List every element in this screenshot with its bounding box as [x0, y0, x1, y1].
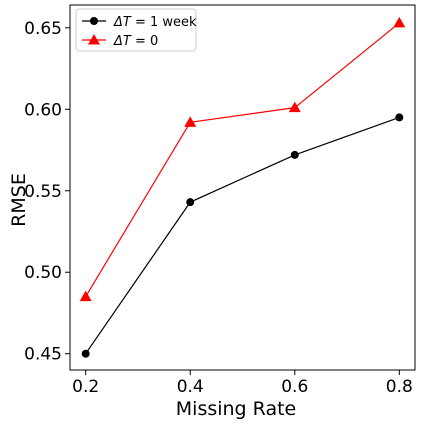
x-tick-label: 0.2: [72, 377, 99, 397]
legend-entry: ΔT = 1 week: [82, 15, 197, 30]
data-point: [393, 16, 406, 28]
data-point: [288, 101, 301, 113]
plot-area: [79, 16, 406, 358]
legend-entry: ΔT = 0: [82, 34, 158, 49]
legend-label-value: = 0: [131, 34, 158, 49]
y-axis-label: RMSE: [8, 173, 30, 227]
x-tick-label: 0.4: [177, 377, 204, 397]
data-point: [184, 116, 197, 127]
y-tick-label: 0.45: [24, 345, 62, 365]
y-tick-label: 0.55: [24, 182, 62, 202]
y-tick-label: 0.50: [24, 263, 62, 283]
x-tick-label: 0.6: [281, 377, 308, 397]
y-tick-label: 0.60: [24, 100, 62, 120]
data-point: [395, 113, 404, 122]
legend-marker: [90, 17, 98, 25]
y-tick-label: 0.65: [24, 19, 62, 39]
legend-label: ΔT = 0: [113, 34, 158, 49]
data-point: [290, 150, 299, 159]
data-point: [186, 198, 195, 207]
legend-label-symbol: ΔT: [113, 34, 132, 49]
legend-marker: [88, 34, 100, 45]
legend-label-symbol: ΔT: [113, 15, 132, 30]
data-point: [79, 290, 92, 302]
series-0: [81, 113, 404, 358]
x-tick-label: 0.8: [386, 377, 413, 397]
series-line: [85, 116, 400, 355]
axes: 0.2 0.4 0.6 0.8 0.45 0.50 0.55 0.60 0.65: [24, 4, 416, 397]
series-line: [85, 22, 400, 297]
data-point: [81, 349, 90, 358]
legend-label: ΔT = 1 week: [113, 15, 197, 30]
x-axis-label: Missing Rate: [176, 398, 296, 420]
series-1: [79, 16, 406, 302]
legend-label-value: = 1 week: [131, 15, 197, 30]
plot-frame: [69, 4, 416, 371]
